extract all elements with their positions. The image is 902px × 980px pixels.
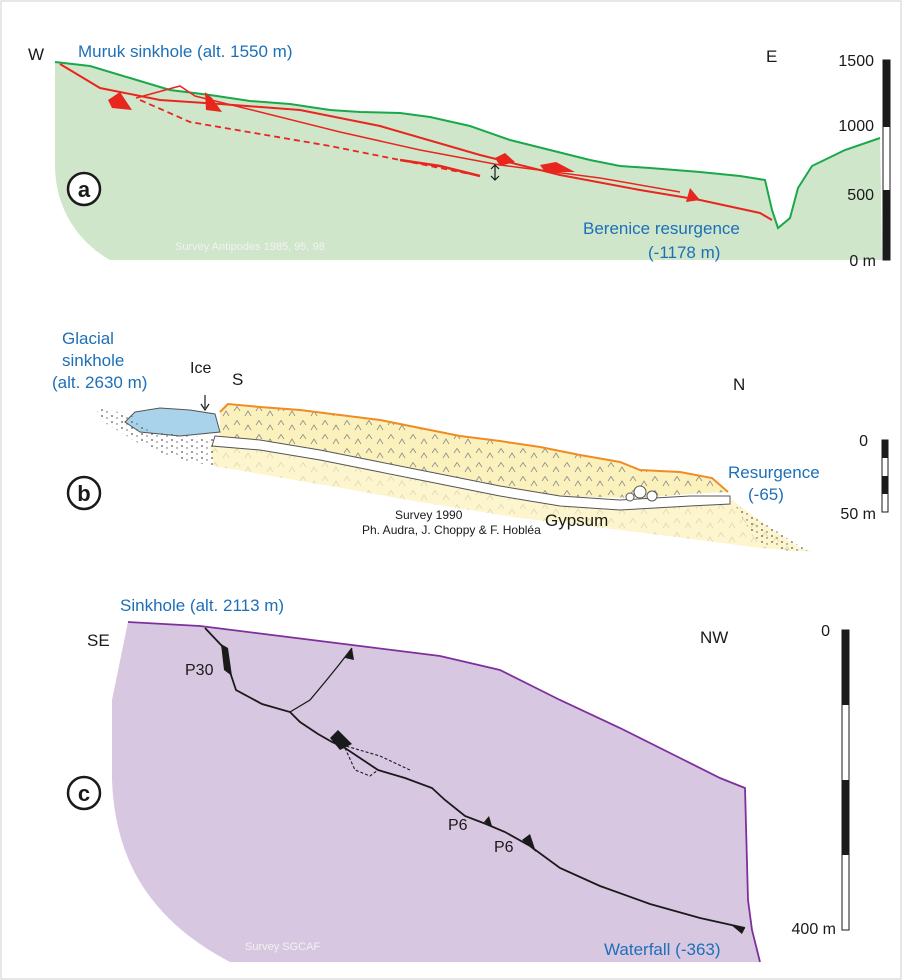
panel-b-outlet-label-2: (-65): [748, 485, 784, 504]
panel-a-east-label: E: [766, 47, 777, 66]
panel-a-chamber: [495, 153, 515, 166]
panel-c: c Sinkhole (alt. 2113 m) SE NW P30 P6 P6…: [66, 596, 850, 963]
panel-a-outlet-label-2: (-1178 m): [648, 243, 720, 262]
panel-c-badge-letter: c: [78, 781, 90, 806]
panel-b-rock-label: Gypsum: [545, 511, 608, 530]
panel-b-scree-left: [96, 408, 215, 466]
panel-a-lower-passage: [399, 158, 481, 178]
panel-c-pitch: [221, 644, 232, 676]
panel-c-pitch-label-p6-second: P6: [494, 839, 514, 856]
panel-a-double-arrow-icon: [490, 164, 500, 181]
panel-a-title: Muruk sinkhole (alt. 1550 m): [78, 42, 292, 61]
panel-c-pitch-label-p30: P30: [185, 662, 214, 679]
panel-a-scale-bar: [882, 59, 891, 261]
panel-c-cave-survey: [204, 627, 746, 929]
panel-c-scale-bar: [841, 629, 850, 931]
panel-c-side-passage: [289, 647, 353, 713]
panel-c-credit: Survey SGCAF: [245, 941, 320, 953]
panel-c-badge-circle: [66, 775, 102, 811]
panel-b-credit-line-2: Ph. Audra, J. Choppy & F. Hobléa: [362, 523, 541, 537]
panel-b-boulder: [625, 492, 635, 502]
panel-c-surface-line: [127, 621, 761, 963]
panel-c-southeast-label: SE: [87, 631, 110, 650]
panel-c-northwest-label: NW: [700, 628, 728, 647]
panel-b-badge-letter: b: [77, 481, 90, 506]
panel-a-chambers: [108, 92, 700, 202]
panel-a-outlet-label-1: Berenice resurgence: [583, 219, 740, 238]
panel-a-upper-passage: [135, 85, 681, 193]
panel-a-chamber: [205, 92, 222, 112]
panel-c-scale-label-0: 0: [821, 623, 830, 640]
panel-a-scale-label-0: 0 m: [849, 253, 876, 270]
panel-c-dashed-loop: [344, 747, 379, 777]
panel-a-cave-survey: [59, 63, 773, 221]
panel-c-scale-label-400: 400 m: [792, 921, 836, 938]
panel-b-scale-label-50: 50 m: [840, 506, 876, 523]
panel-a-rock-mass: [55, 62, 882, 260]
panel-b-south-label: S: [232, 370, 243, 389]
panel-c-main-passage: [204, 627, 746, 929]
panel-a-scale-label-1000: 1000: [838, 118, 874, 135]
panel-b-title-line-3: (alt. 2630 m): [52, 373, 147, 392]
panel-a-west-label: W: [28, 45, 44, 64]
panel-b-scree-right: [735, 505, 810, 552]
panel-a-scale-label-500: 500: [847, 187, 874, 204]
panel-c-outlet-label: Waterfall (-363): [604, 940, 721, 959]
panel-a-main-passage: [59, 63, 773, 221]
panel-a-credit: Survey Antipodes 1985, 95, 98: [175, 241, 325, 253]
panel-b-title-line-2: sinkhole: [62, 351, 124, 370]
panel-a-surface-line: [54, 61, 881, 230]
panel-c-pitch: [730, 924, 745, 934]
panel-c-pitch: [330, 730, 352, 750]
panel-b: b Glacial sinkhole (alt. 2630 m) Ice S N…: [52, 329, 889, 552]
panel-c-pitches: [221, 644, 745, 934]
panel-b-scale-bar: [881, 439, 889, 513]
panel-b-outlet-label-1: Resurgence: [728, 463, 820, 482]
panel-b-scale-label-0: 0: [859, 433, 868, 450]
panel-b-surface-line: [219, 402, 729, 493]
panel-a-badge-letter: a: [78, 177, 91, 202]
panel-a-scale-label-1500: 1500: [838, 53, 874, 70]
panel-a-badge-circle: [66, 171, 102, 207]
panel-a-chamber: [540, 162, 575, 172]
panel-c-pitch-label-p6-first: P6: [448, 817, 468, 834]
panel-b-north-label: N: [733, 375, 745, 394]
panel-c-pitch: [345, 648, 354, 660]
panel-c-pitch: [522, 834, 536, 852]
panel-a: a W Muruk sinkhole (alt. 1550 m) E Beren…: [28, 42, 891, 270]
panel-b-credit-line-1: Survey 1990: [395, 508, 463, 522]
panel-c-pitch: [484, 816, 492, 826]
panel-a-dashed-passage: [139, 99, 471, 175]
panel-b-gypsum-lower-tint: [210, 446, 812, 552]
panel-b-boulder: [633, 485, 647, 499]
panel-c-dashed-passage: [331, 741, 411, 771]
panel-b-boulder: [646, 490, 658, 502]
panel-c-title: Sinkhole (alt. 2113 m): [120, 596, 284, 615]
panel-b-badge-circle: [66, 475, 102, 511]
panel-b-ice-arrow-icon: [200, 395, 210, 412]
panel-b-gypsum-upper-texture: [220, 404, 728, 498]
panel-b-cave-passage: [211, 435, 731, 511]
panel-b-ice-label: Ice: [190, 360, 211, 377]
panel-a-chamber: [686, 188, 700, 202]
panel-a-chamber: [108, 92, 132, 110]
panel-b-title-line-1: Glacial: [62, 329, 114, 348]
